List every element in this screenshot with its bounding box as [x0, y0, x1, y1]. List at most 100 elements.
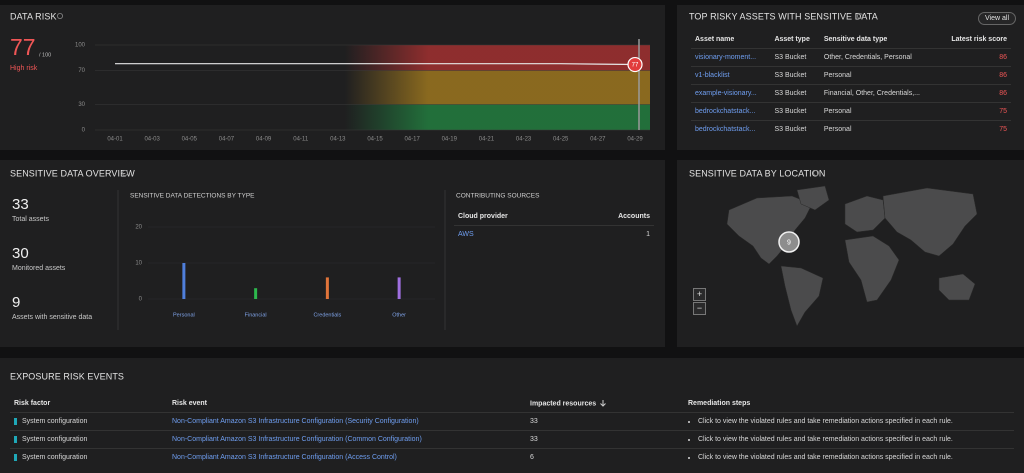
- x-tick-label: 04-29: [627, 137, 643, 143]
- stat-value: 30: [12, 245, 29, 262]
- cell: System configuration: [10, 431, 168, 449]
- current-risk-label: 77: [632, 63, 639, 69]
- cell: 1: [572, 226, 654, 244]
- cell: S3 Bucket: [770, 85, 819, 103]
- cell: 86: [938, 49, 1011, 67]
- row[interactable]: bedrockchatstack...S3 BucketPersonal75: [691, 103, 1011, 121]
- section-title: CONTRIBUTING SOURCES: [456, 193, 540, 200]
- remediation-step: Click to view the violated rules and tak…: [698, 454, 1010, 461]
- cell: Click to view the violated rules and tak…: [684, 413, 1014, 431]
- zoom-in-button[interactable]: +: [693, 288, 706, 301]
- row[interactable]: bedrockchatstack...S3 BucketPersonal75: [691, 121, 1011, 139]
- bar: [182, 263, 185, 299]
- column-header: Cloud provider: [454, 208, 572, 226]
- column-header: Risk event: [168, 395, 526, 413]
- cell: System configuration: [10, 413, 168, 431]
- risk-band: [95, 45, 650, 71]
- row[interactable]: System configurationNon-Compliant Amazon…: [10, 449, 1014, 467]
- panel-title: SENSITIVE DATA BY LOCATION: [689, 168, 825, 178]
- cell: Personal: [820, 121, 939, 139]
- cell: S3 Bucket: [770, 49, 819, 67]
- cell: Non-Compliant Amazon S3 Infrastructure C…: [168, 431, 526, 449]
- cell: Other, Credentials, Personal: [820, 49, 939, 67]
- column-header: Asset name: [691, 31, 770, 49]
- sensitive-data-overview-panel: SENSITIVE DATA OVERVIEW SENSITIVE DATA D…: [0, 160, 665, 347]
- row[interactable]: System configuration Non-Compliant Amazon…: [10, 431, 1014, 449]
- stat-value: 9: [12, 294, 20, 311]
- x-tick-label: Other: [392, 312, 406, 318]
- panel-header: TOP RISKY ASSETS WITH SENSITIVE DATA: [677, 5, 977, 29]
- panel-header: EXPOSURE RISK EVENTS: [0, 358, 300, 388]
- row[interactable]: AWS1: [454, 226, 654, 244]
- europe: [845, 196, 885, 232]
- cell: 6: [526, 449, 684, 467]
- x-tick-label: 04-07: [219, 137, 235, 143]
- cell: bedrockchatstack...: [691, 121, 770, 139]
- cell: Non-Compliant Amazon S3 Infrastructure C…: [168, 413, 526, 431]
- panel-title: DATA RISK: [10, 11, 57, 21]
- x-tick-label: Personal: [173, 312, 195, 318]
- remediation-list: Click to view the violated rules and tak…: [688, 454, 1010, 461]
- panel-title: TOP RISKY ASSETS WITH SENSITIVE DATA: [689, 11, 878, 21]
- column-header: Latest risk score: [938, 31, 1011, 49]
- zoom-out-button[interactable]: −: [693, 302, 706, 315]
- header-row: Risk factorRisk eventImpacted resourcesR…: [10, 395, 1014, 413]
- cell: AWS: [454, 226, 572, 244]
- column-header: Sensitive data type: [820, 31, 939, 49]
- cell: 75: [938, 103, 1011, 121]
- bar: [326, 277, 329, 299]
- cell: Click to view the violated rules and tak…: [684, 431, 1014, 449]
- x-tick-label: 04-11: [293, 137, 309, 143]
- cell: Personal: [820, 67, 939, 85]
- header-row: Asset nameAsset typeSensitive data typeL…: [691, 31, 1011, 49]
- cell: System configuration: [10, 449, 168, 467]
- column-header: Asset type: [770, 31, 819, 49]
- detections-chart: SENSITIVE DATA OVERVIEW SENSITIVE DATA D…: [0, 160, 665, 347]
- exposure-risk-events-panel: EXPOSURE RISK EVENTS Risk factorRisk eve…: [0, 358, 1024, 473]
- x-tick-label: Credentials: [313, 312, 341, 318]
- column-header: Risk factor: [10, 395, 168, 413]
- bar: [398, 277, 401, 299]
- view-all-button[interactable]: View all: [978, 12, 1016, 25]
- row[interactable]: example-visionary...S3 BucketFinancial, …: [691, 85, 1011, 103]
- cell: Financial, Other, Credentials,...: [820, 85, 939, 103]
- sources-table: Cloud providerAccountsAWS1: [454, 208, 654, 243]
- x-tick-label: 04-13: [330, 137, 346, 143]
- x-tick-label: 04-09: [256, 137, 272, 143]
- header-row: Cloud providerAccounts: [454, 208, 654, 226]
- y-tick-label: 0: [82, 128, 86, 134]
- cell: 86: [938, 67, 1011, 85]
- asia: [883, 188, 977, 256]
- risk-level: High risk: [10, 65, 38, 72]
- data-risk-chart: DATA RISK 77 / 100 High risk 0307010004-…: [0, 5, 665, 150]
- y-tick-label: 30: [78, 102, 85, 108]
- y-tick-label: 70: [78, 68, 85, 74]
- row[interactable]: v1-blacklistS3 BucketPersonal86: [691, 67, 1011, 85]
- sort-icon: [599, 400, 607, 407]
- location-panel: SENSITIVE DATA BY LOCATION 9 + −: [677, 160, 1024, 347]
- stat-value: 33: [12, 196, 29, 213]
- x-tick-label: 04-27: [590, 137, 606, 143]
- cell: S3 Bucket: [770, 67, 819, 85]
- cell: bedrockchatstack...: [691, 103, 770, 121]
- x-tick-label: 04-03: [144, 137, 160, 143]
- risk-factor: System configuration: [14, 436, 164, 443]
- cell: v1-blacklist: [691, 67, 770, 85]
- cell: Click to view the violated rules and tak…: [684, 449, 1014, 467]
- row[interactable]: System configurationNon-Compliant Amazon…: [10, 413, 1014, 431]
- remediation-step: Click to view the violated rules and tak…: [698, 418, 1010, 425]
- stat-label: Assets with sensitive data: [12, 314, 92, 321]
- africa: [845, 236, 899, 302]
- cell: example-visionary...: [691, 85, 770, 103]
- remediation-list: Click to view the violated rules and tak…: [688, 418, 1010, 425]
- cell: visionary-moment...: [691, 49, 770, 67]
- y-tick-label: 20: [135, 225, 142, 231]
- remediation-step: Click to view the violated rules and tak…: [698, 436, 1010, 443]
- continents: [727, 186, 977, 326]
- row[interactable]: visionary-moment...S3 BucketOther, Crede…: [691, 49, 1011, 67]
- panel-title: SENSITIVE DATA OVERVIEW: [10, 168, 135, 178]
- y-tick-label: 0: [139, 297, 143, 303]
- cell: 75: [938, 121, 1011, 139]
